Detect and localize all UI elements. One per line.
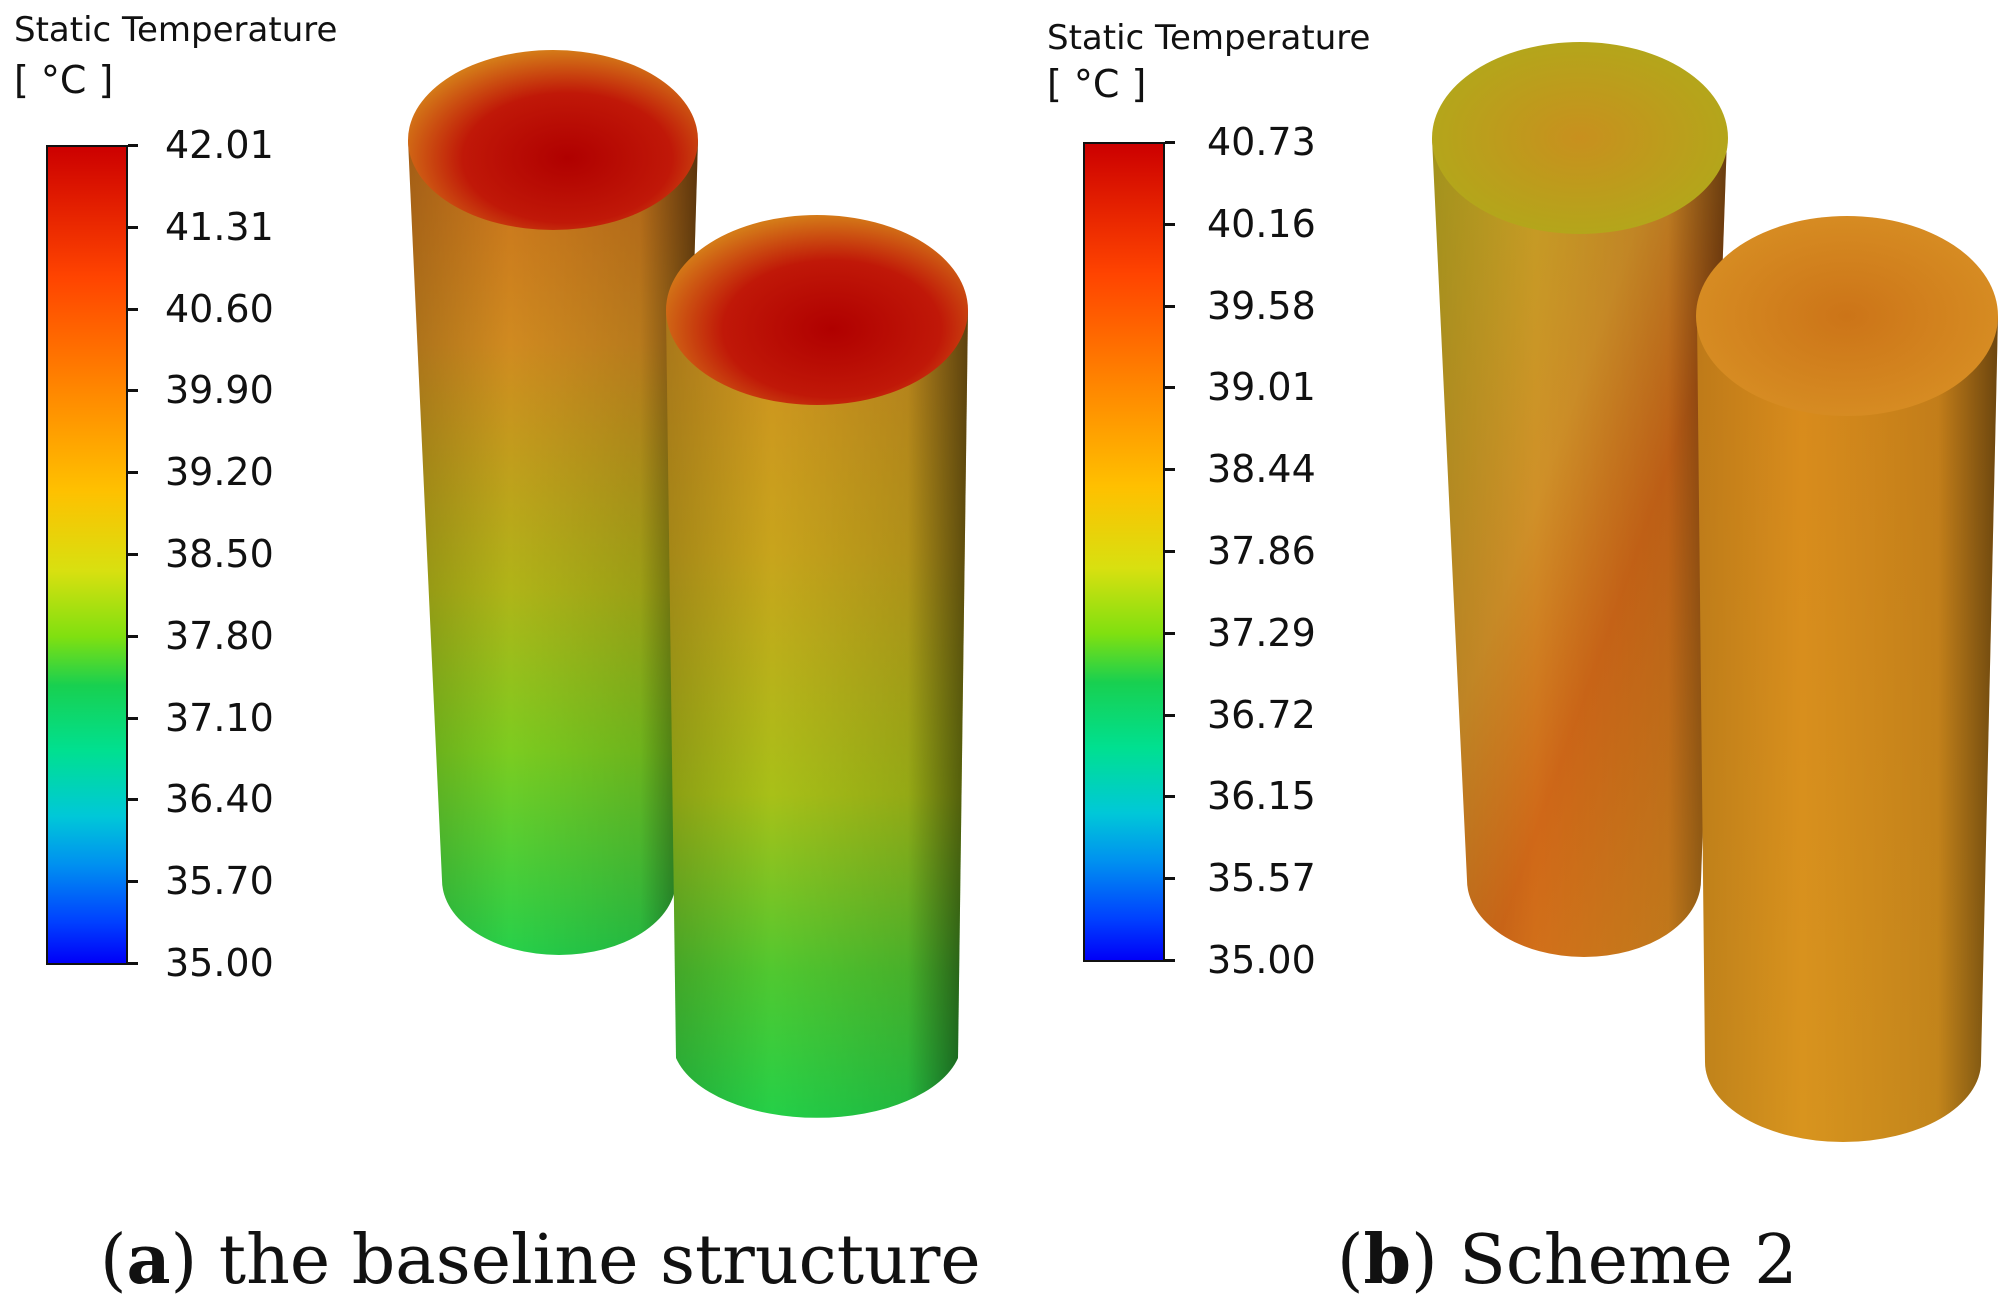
cylinders-render (1432, 42, 1998, 1142)
scale-tick (1165, 713, 1175, 717)
scale-tick (128, 716, 138, 720)
scale-tick-label: 35.70 (165, 859, 274, 904)
legend-title: Static Temperature (1047, 18, 1371, 58)
scale-tick-label: 41.31 (165, 204, 274, 249)
scale-tick (1165, 468, 1175, 472)
scale-tick-label: 38.44 (1207, 447, 1316, 492)
scale-tick (1165, 550, 1175, 553)
scale-tick (128, 798, 138, 802)
caption-text: the baseline structure (218, 1221, 981, 1300)
legend-title: Static Temperature (14, 10, 338, 50)
scale-tick (1165, 141, 1175, 144)
scale-tick (128, 389, 138, 393)
scale-tick-label: 39.90 (165, 368, 274, 413)
scale-tick (128, 634, 138, 638)
caption-label: a (126, 1220, 171, 1300)
scale-tick-label: 37.80 (165, 613, 274, 658)
scale-tick (128, 307, 138, 311)
cylinder-right (666, 215, 968, 1118)
scale-tick (128, 144, 138, 147)
panel-scheme-2: Static Temperature [ °C ] 40.73 40.16 39.5… (1005, 0, 2011, 1306)
scale-tick-label: 37.86 (1207, 529, 1316, 573)
scale-tick-label: 39.01 (1207, 365, 1316, 410)
scale-tick-label: 39.20 (165, 450, 274, 495)
scale-tick-label: 37.10 (165, 695, 274, 740)
caption-a: (a) the baseline structure (100, 1220, 981, 1300)
scale-tick (128, 880, 138, 884)
scale-tick (1165, 795, 1175, 799)
cylinders-render (408, 50, 968, 1118)
scale-tick-label: 40.60 (165, 286, 274, 331)
scale-tick-label: 39.58 (1207, 283, 1316, 328)
caption-label: b (1363, 1220, 1412, 1300)
scale-tick (1165, 304, 1175, 308)
scale-tick-label: 42.01 (165, 123, 274, 167)
scale-tick-label: 35.57 (1207, 856, 1316, 901)
scale-tick (1165, 631, 1175, 635)
scale-tick (128, 962, 138, 965)
scale-tick (128, 553, 138, 556)
scale-tick-label: 36.40 (165, 777, 274, 822)
legend-units: [ °C ] (1047, 62, 1147, 106)
scale-tick-label: 37.29 (1207, 610, 1316, 655)
scale-tick-label: 36.72 (1207, 692, 1316, 737)
color-scale-bar (1083, 142, 1165, 962)
scale-tick-label: 36.15 (1207, 774, 1316, 819)
scale-tick (1165, 386, 1175, 390)
caption-text: Scheme 2 (1459, 1221, 1798, 1300)
scale-tick-label: 35.00 (165, 941, 274, 985)
scale-tick-label: 38.50 (165, 532, 274, 576)
scale-tick (128, 225, 138, 229)
scale-tick (1165, 959, 1175, 962)
cylinder-left (1432, 42, 1728, 957)
cylinder-left (408, 50, 698, 955)
scale-tick (1165, 877, 1175, 881)
color-scale-bar (46, 145, 128, 965)
scale-tick-label: 35.00 (1207, 938, 1316, 982)
scale-tick (1165, 222, 1175, 226)
cylinder-right (1696, 216, 1998, 1142)
caption-b: (b) Scheme 2 (1337, 1220, 1798, 1300)
panel-baseline: Static Temperature [ °C ] 42.01 41.31 40.6… (0, 0, 1005, 1306)
scale-tick-label: 40.73 (1207, 120, 1316, 164)
scale-tick-label: 40.16 (1207, 201, 1316, 246)
legend-units: [ °C ] (14, 58, 114, 102)
scale-tick (128, 471, 138, 475)
